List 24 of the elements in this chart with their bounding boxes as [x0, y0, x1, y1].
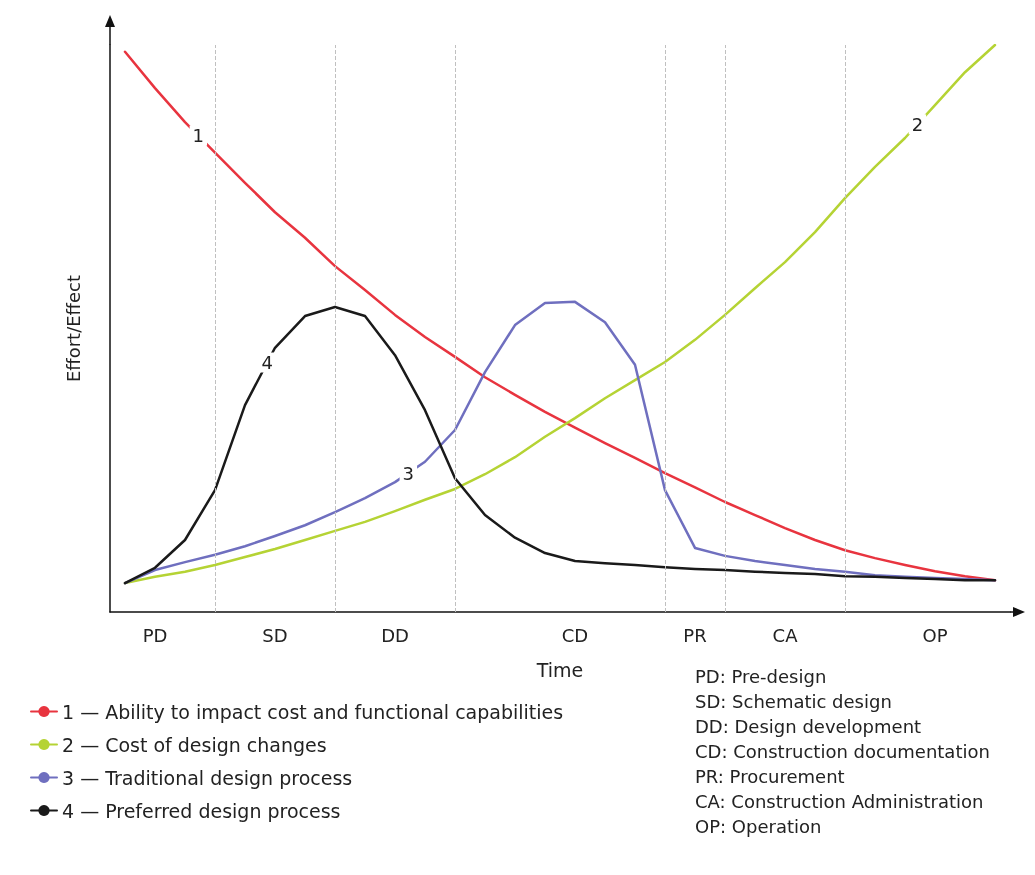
text: OP: Operation	[695, 815, 822, 837]
annotation: 1	[192, 125, 205, 147]
x-tick-label: CA	[772, 624, 799, 646]
text: DD: Design development	[695, 715, 922, 737]
legend-label: 1 — Ability to impact cost and functional capabilities	[62, 700, 564, 723]
annotation: 2	[911, 113, 924, 135]
text: SD: Schematic design	[695, 690, 892, 712]
x-tick-label: PD	[142, 624, 168, 646]
annotation: 4	[261, 352, 273, 374]
x-tick-label: DD	[381, 624, 409, 646]
legend-label: 3 — Traditional design process	[62, 766, 353, 789]
text: CA: Construction Administration	[695, 790, 984, 812]
text: PR: Procurement	[695, 765, 845, 787]
legend-label: 2 — Cost of design changes	[62, 733, 327, 756]
legend-label: 4 — Preferred design process	[62, 799, 341, 822]
x-axis-title: Time	[535, 658, 584, 681]
text: CD: Construction documentation	[695, 740, 990, 762]
x-tick-label: PR	[683, 624, 707, 646]
y-axis-title: Effort/Effect	[62, 274, 84, 383]
x-tick-label: OP	[922, 624, 948, 646]
x-tick-label: CD	[561, 624, 589, 646]
text: PD: Pre-design	[695, 665, 827, 687]
annotation: 3	[402, 462, 415, 484]
x-tick-label: SD	[262, 624, 288, 646]
